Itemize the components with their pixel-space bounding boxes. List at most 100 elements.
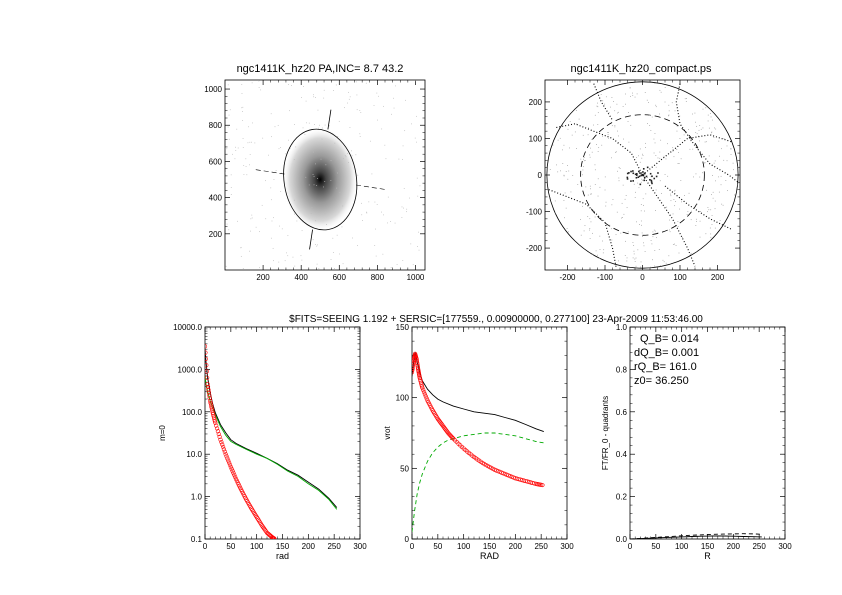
series-line — [205, 349, 338, 508]
data-point — [233, 474, 238, 480]
noise-pixel — [714, 208, 716, 210]
noise-pixel — [654, 142, 656, 144]
noise-pixel — [416, 177, 418, 179]
noise-pixel — [575, 110, 577, 111]
noise-pixel — [711, 224, 713, 225]
data-point — [232, 472, 237, 478]
noise-pixel — [366, 211, 367, 213]
noise-pixel — [673, 156, 675, 158]
noise-pixel — [576, 148, 577, 149]
noise-pixel — [601, 144, 603, 146]
noise-pixel — [695, 121, 696, 123]
y-tick-label: 0 — [538, 171, 543, 180]
noise-pixel — [718, 140, 720, 142]
noise-pixel — [667, 175, 669, 177]
noise-pixel — [615, 152, 617, 153]
noise-pixel — [641, 178, 643, 180]
noise-pixel — [672, 244, 674, 245]
noise-pixel — [587, 134, 589, 136]
noise-pixel — [597, 195, 599, 197]
y-tick-label: -100 — [526, 208, 543, 217]
noise-pixel — [303, 86, 304, 87]
noise-pixel — [630, 95, 631, 97]
noise-pixel — [348, 91, 349, 93]
noise-pixel — [660, 91, 662, 93]
data-point — [205, 382, 210, 387]
noise-pixel — [715, 180, 716, 182]
noise-pixel — [654, 230, 656, 232]
noise-pixel — [564, 217, 565, 219]
noise-pixel — [657, 232, 659, 234]
data-point — [220, 442, 225, 447]
data-point — [272, 536, 277, 539]
noise-pixel — [643, 204, 644, 206]
noise-pixel — [620, 232, 622, 234]
data-point — [223, 452, 228, 457]
noise-pixel — [614, 110, 616, 112]
noise-pixel — [387, 196, 389, 198]
noise-pixel — [562, 163, 564, 164]
noise-pixel — [556, 164, 557, 166]
central-pixel — [638, 170, 640, 173]
noise-pixel — [356, 109, 358, 111]
noise-pixel — [705, 141, 707, 143]
noise-pixel — [375, 255, 377, 257]
noise-pixel — [633, 253, 635, 255]
noise-pixel — [681, 237, 683, 238]
noise-pixel — [655, 266, 657, 267]
noise-pixel — [640, 181, 642, 183]
noise-pixel — [594, 164, 596, 166]
y-axis-label: m=0 — [158, 425, 167, 441]
noise-pixel — [332, 237, 334, 239]
noise-pixel — [557, 139, 559, 141]
noise-pixel — [702, 127, 704, 129]
noise-pixel — [563, 174, 565, 176]
noise-pixel — [614, 125, 616, 126]
noise-pixel — [273, 260, 274, 262]
noise-pixel — [677, 163, 679, 164]
noise-pixel — [245, 158, 247, 160]
noise-pixel — [242, 147, 244, 148]
noise-pixel — [344, 155, 346, 156]
series-symbols — [205, 344, 277, 539]
data-point — [205, 363, 209, 368]
data-point — [226, 458, 231, 463]
annotation-dq-b: dQ_B= 0.001 — [634, 347, 699, 359]
noise-pixel — [609, 106, 611, 108]
x-tick-label: 250 — [752, 542, 766, 551]
central-pixel — [642, 171, 644, 173]
outer-circle — [546, 81, 739, 269]
noise-pixel — [316, 185, 318, 186]
central-pixel — [642, 168, 645, 170]
x-tick-label: 100 — [457, 542, 471, 551]
noise-pixel — [674, 110, 676, 112]
noise-pixel — [333, 89, 334, 91]
y-tick-label: 0.2 — [616, 493, 628, 502]
noise-pixel — [403, 207, 404, 209]
noise-pixel — [321, 138, 323, 140]
central-pixel — [657, 172, 659, 174]
y-tick-label: 1.0 — [616, 323, 628, 332]
noise-pixel — [705, 107, 707, 109]
noise-pixel — [657, 157, 659, 159]
noise-pixel — [342, 163, 343, 165]
noise-pixel — [262, 137, 264, 139]
noise-pixel — [691, 113, 693, 115]
noise-pixel — [337, 136, 339, 137]
noise-pixel — [678, 92, 679, 93]
noise-pixel — [710, 209, 712, 211]
noise-pixel — [270, 113, 272, 115]
noise-pixel — [581, 174, 583, 176]
figure-caption: $FITS=SEEING 1.192 + SERSIC=[177559., 0.… — [289, 314, 703, 325]
noise-pixel — [313, 184, 315, 186]
noise-pixel — [369, 140, 371, 142]
data-point — [271, 536, 276, 539]
noise-pixel — [638, 155, 639, 157]
noise-pixel — [580, 219, 581, 221]
noise-pixel — [670, 200, 672, 202]
data-point — [229, 466, 234, 472]
noise-pixel — [242, 119, 244, 121]
noise-pixel — [339, 192, 341, 193]
noise-pixel — [685, 100, 687, 102]
noise-pixel — [567, 165, 568, 166]
